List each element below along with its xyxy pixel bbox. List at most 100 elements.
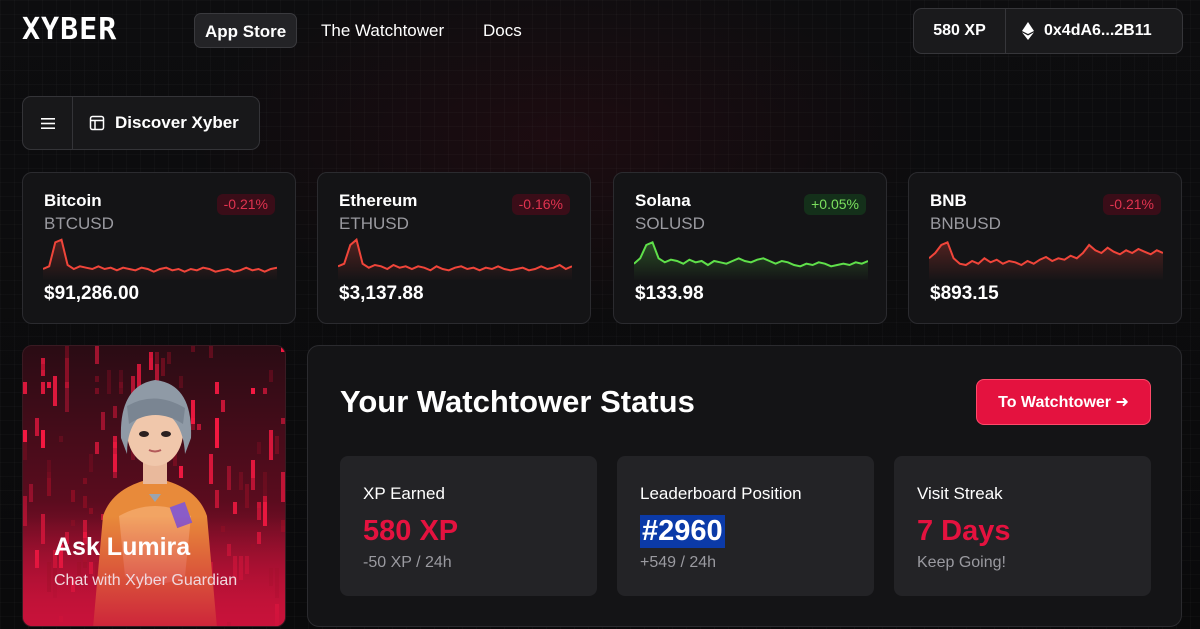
panel-title: Your Watchtower Status <box>340 384 695 419</box>
rain-block <box>191 400 195 424</box>
ticker-card-bitcoin[interactable]: Bitcoin BTCUSD -0.21% $91,286.00 <box>22 172 296 324</box>
ticker-name: BNB <box>930 191 967 210</box>
rain-block <box>191 346 195 352</box>
stat-label: XP Earned <box>363 484 445 503</box>
sparkline-chart <box>338 237 572 281</box>
rain-block <box>161 358 165 376</box>
rain-block <box>179 376 183 388</box>
discover-bar: Discover Xyber <box>22 96 260 150</box>
rain-block <box>275 436 279 454</box>
to-watchtower-button[interactable]: To Watchtower ➜ <box>976 379 1151 425</box>
rain-block <box>263 472 267 502</box>
rain-block <box>65 346 69 370</box>
ticker-card-solana[interactable]: Solana SOLUSD +0.05% $133.98 <box>613 172 887 324</box>
rain-block <box>155 352 159 364</box>
rain-block <box>227 466 231 490</box>
rain-block <box>281 418 285 424</box>
rain-block <box>23 382 27 394</box>
ticker-name: Ethereum <box>339 191 418 210</box>
rain-block <box>23 496 27 526</box>
sparkline-area <box>929 242 1163 281</box>
rain-block <box>131 376 135 394</box>
rain-block <box>35 418 39 436</box>
stat-label: Visit Streak <box>917 484 1003 503</box>
layout-icon <box>89 115 105 131</box>
rain-block <box>65 370 69 388</box>
rain-block <box>95 388 99 394</box>
rain-block <box>167 352 171 364</box>
rain-block <box>281 346 285 352</box>
rain-block <box>251 460 255 478</box>
menu-button[interactable] <box>23 97 73 149</box>
rain-block <box>95 346 99 364</box>
rain-block <box>263 496 267 526</box>
lumira-title: Ask Lumira <box>54 533 191 561</box>
stat-card-xp-earned: XP Earned 580 XP -50 XP / 24h <box>340 456 597 596</box>
sparkline-area <box>338 239 572 281</box>
top-nav: XYBER App Store The Watchtower Docs 580 … <box>0 0 1200 62</box>
rain-block <box>47 472 51 496</box>
nav-the-watchtower[interactable]: The Watchtower <box>321 21 445 40</box>
stat-label: Leaderboard Position <box>640 484 802 503</box>
rain-block <box>113 442 117 472</box>
rain-block <box>269 430 273 460</box>
change-badge: -0.21% <box>216 194 275 215</box>
ticker-name: Solana <box>635 191 691 210</box>
rain-block <box>59 436 63 442</box>
xp-balance[interactable]: 580 XP <box>914 9 1006 53</box>
rain-block <box>41 364 45 370</box>
rain-block <box>251 478 255 490</box>
ticker-symbol: SOLUSD <box>635 214 705 233</box>
ticker-price: $91,286.00 <box>44 283 140 304</box>
discover-xyber-button[interactable]: Discover Xyber <box>73 113 239 133</box>
rain-block <box>47 460 51 472</box>
rain-block <box>257 502 261 520</box>
stat-value: #2960 <box>640 515 725 548</box>
rain-block <box>149 352 153 370</box>
stat-sub: -50 XP / 24h <box>363 554 452 571</box>
rain-block <box>233 502 237 514</box>
change-badge: -0.21% <box>1102 194 1161 215</box>
rain-block <box>53 376 57 406</box>
rain-block <box>65 382 69 412</box>
ticker-name: Bitcoin <box>44 191 102 210</box>
rain-block <box>89 508 93 514</box>
rain-block <box>209 346 213 358</box>
stat-sub: +549 / 24h <box>640 554 717 571</box>
rain-block <box>119 382 123 394</box>
wallet-address-button[interactable]: 0x4dA6...2B11 <box>1006 22 1182 40</box>
rain-block <box>89 454 93 472</box>
rain-block <box>239 472 243 490</box>
rain-block <box>101 412 105 430</box>
rain-block <box>41 382 45 394</box>
discover-label: Discover Xyber <box>115 113 239 132</box>
ticker-card-ethereum[interactable]: Ethereum ETHUSD -0.16% $3,137.88 <box>317 172 591 324</box>
rain-block <box>215 490 219 508</box>
hamburger-icon <box>40 117 55 129</box>
change-badge: +0.05% <box>804 194 866 215</box>
rain-block <box>221 400 225 412</box>
rain-block <box>215 418 219 448</box>
wallet-widget: 580 XP 0x4dA6...2B11 <box>913 8 1183 54</box>
rain-block <box>107 370 111 394</box>
ticker-price: $893.15 <box>930 283 999 304</box>
ticker-symbol: BTCUSD <box>44 214 114 233</box>
sparkline-line <box>929 240 1163 267</box>
rain-block <box>257 442 261 454</box>
rain-block <box>41 358 45 376</box>
logo[interactable]: XYBER <box>22 12 118 47</box>
rain-block <box>155 364 159 394</box>
rain-block <box>251 388 255 394</box>
wallet-address: 0x4dA6...2B11 <box>1044 22 1152 39</box>
rain-block <box>23 442 27 460</box>
rain-block <box>179 466 183 478</box>
nav-docs[interactable]: Docs <box>483 21 522 40</box>
rain-block <box>245 484 249 508</box>
rain-block <box>197 424 201 430</box>
sparkline-line <box>338 237 572 272</box>
ticker-card-bnb[interactable]: BNB BNBUSD -0.21% $893.15 <box>908 172 1182 324</box>
rain-block <box>215 382 219 394</box>
nav-app-store[interactable]: App Store <box>194 13 298 48</box>
rain-block <box>113 436 117 442</box>
ask-lumira-card[interactable]: Ask Lumira Chat with Xyber Guardian <box>22 345 286 627</box>
